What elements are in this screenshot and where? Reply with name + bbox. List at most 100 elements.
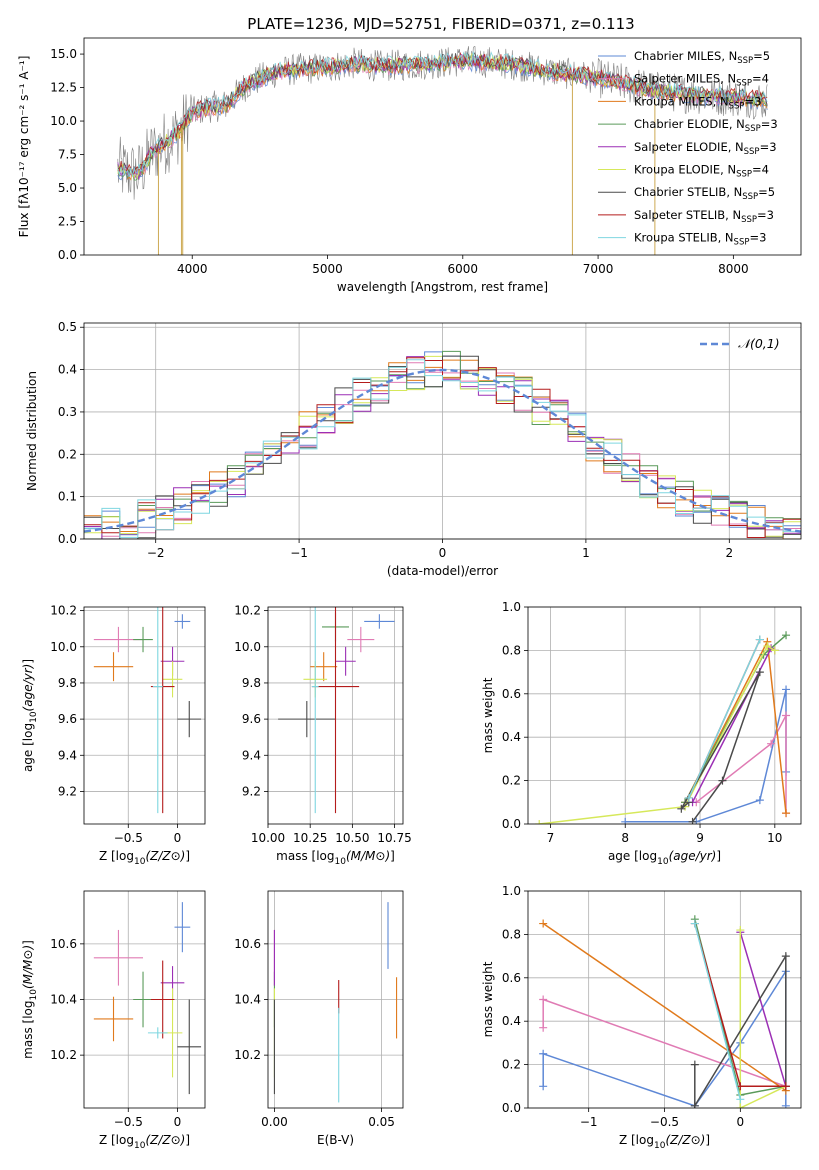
weight-marker-chabrier_stelib	[690, 1060, 699, 1069]
weight-marker-kroupa_stelib	[755, 635, 764, 644]
y-tick-label: 0.0	[502, 817, 521, 831]
weight-line-kroupa_miles	[542, 922, 787, 1092]
axes-frame	[83, 606, 206, 825]
y-tick-label: 7.5	[58, 148, 77, 162]
weight-marker-chabrier_stelib	[677, 804, 686, 813]
axes-frame	[527, 606, 802, 825]
x-axis-label: Z [log10(Z/Z⊙)]	[619, 1133, 710, 1151]
y-tick-label: 9.4	[242, 748, 261, 762]
y-tick-label: 0.8	[502, 643, 521, 657]
figure-title: PLATE=1236, MJD=52751, FIBERID=0371, z=0…	[247, 15, 634, 33]
legend-label-salpeter_miles: Salpeter MILES, NSSP=4	[634, 72, 769, 89]
x-tick-label: −0.5	[114, 831, 143, 845]
x-tick-label: −2	[147, 546, 165, 560]
panel-age_vs_Z: −0.5 0 9.2 9.4 9.6 9.8 10.0 10.2 Z [log10(Z/Z⊙)]…	[21, 604, 206, 867]
y-tick-label: 0.2	[502, 1058, 521, 1072]
y-tick-label: 10.2	[50, 604, 77, 618]
y-tick-label: 12.5	[50, 81, 77, 95]
x-tick-label: 0	[737, 1115, 745, 1129]
y-tick-label: 10.2	[234, 1048, 261, 1062]
weight-marker-chabrier_elodie	[782, 631, 791, 640]
y-tick-label: 10.0	[234, 640, 261, 654]
x-tick-label: −1	[580, 1115, 598, 1129]
weight-marker-kroupa_stelib	[690, 919, 699, 928]
weight-marker-chabrier_miles	[621, 817, 630, 824]
weight-marker-salpeter_miles	[539, 995, 548, 1004]
x-tick-label: −1	[290, 546, 308, 560]
x-axis-label: age [log10(age/yr)]	[608, 849, 721, 867]
x-tick-label: 0	[174, 1115, 182, 1129]
y-tick-label: 10.2	[234, 604, 261, 618]
x-tick-label: 8	[621, 831, 629, 845]
y-tick-label: 5.0	[58, 181, 77, 195]
y-tick-label: 15.0	[50, 47, 77, 61]
legend-label-kroupa_stelib: Kroupa STELIB, NSSP=3	[634, 231, 766, 248]
x-tick-label: 10	[767, 831, 782, 845]
weight-marker-chabrier_stelib	[690, 1101, 699, 1108]
panels: 4000 5000 6000 7000 80000.02.55.07.510.012.5…	[17, 37, 802, 1151]
legend-label-chabrier_stelib: Chabrier STELIB, NSSP=5	[634, 185, 775, 202]
panel-mass_vs_Z: −0.5 0 10.2 10.4 10.6 Z [log10(Z/Z⊙)] mass [lo…	[21, 890, 206, 1151]
x-tick-label: 10.50	[335, 831, 369, 845]
weight-line-salpeter_elodie	[691, 647, 776, 803]
x-tick-label: −0.5	[114, 1115, 143, 1129]
y-axis-label: Normed distribution	[25, 371, 39, 491]
x-tick-label: 4000	[177, 262, 208, 276]
y-tick-label: 0.6	[502, 687, 521, 701]
y-tick-label: 9.8	[58, 676, 77, 690]
y-tick-label: 0.0	[58, 532, 77, 546]
y-axis-label: age [log10(age/yr)]	[21, 659, 39, 772]
x-axis-label: E(B-V)	[317, 1133, 354, 1147]
y-tick-label: 10.4	[234, 993, 261, 1007]
weight-line-chabrier_stelib	[694, 953, 787, 1108]
panel-age_vs_mass: 10.00 10.25 10.50 10.75 9.2 9.4 9.6 9.8 10.0 10.2…	[234, 604, 411, 867]
x-axis-label: wavelength [Angstrom, rest frame]	[337, 280, 548, 294]
weight-marker-chabrier_stelib	[781, 952, 790, 961]
weight-marker-kroupa_elodie	[736, 926, 745, 935]
plot-area-weight_vs_Z	[539, 915, 790, 1108]
x-tick-label: 8000	[718, 262, 749, 276]
plot-area-age_vs_Z	[93, 607, 202, 814]
y-tick-label: 0.2	[502, 774, 521, 788]
plot-area-residuals	[84, 350, 801, 539]
y-tick-label: 0.8	[502, 927, 521, 941]
y-tick-label: 9.4	[58, 748, 77, 762]
legend-label-salpeter_stelib: Salpeter STELIB, NSSP=3	[634, 208, 774, 225]
x-tick-label: 2	[725, 546, 733, 560]
y-tick-label: 10.2	[50, 1048, 77, 1062]
x-axis-label: Z [log10(Z/Z⊙)]	[99, 1133, 190, 1151]
x-tick-label: 10.25	[293, 831, 327, 845]
x-tick-label: 7000	[583, 262, 614, 276]
weight-marker-chabrier_stelib	[718, 776, 727, 785]
axes-frame	[267, 606, 404, 825]
panel-mass_vs_ebv: 0.00 0.05 10.2 10.4 10.6 E(B-V)	[234, 890, 404, 1147]
hist-kroupa_stelib	[84, 359, 801, 538]
weight-marker-kroupa_elodie	[535, 820, 544, 824]
plot-area-mass_vs_ebv	[273, 902, 398, 1103]
weight-marker-kroupa_miles	[539, 919, 548, 928]
weight-line-kroupa_stelib	[694, 923, 742, 1100]
axes-frame	[83, 890, 206, 1109]
x-axis-label: mass [log10(M/M⊙)]	[276, 849, 395, 867]
weight-marker-chabrier_miles	[781, 1101, 790, 1108]
x-tick-label: 0	[439, 546, 447, 560]
panel-spectrum: 4000 5000 6000 7000 8000 0.0 2.5 5.0 7.5 10.0 12.5…	[17, 37, 802, 294]
weight-marker-salpeter_miles	[539, 1023, 548, 1032]
x-tick-label: 7	[547, 831, 555, 845]
weight-marker-chabrier_stelib	[688, 817, 697, 824]
weight-marker-chabrier_miles	[539, 1082, 548, 1091]
weight-marker-kroupa_stelib	[684, 793, 693, 802]
legend-normal-label: 𝒩(0,1)	[738, 336, 780, 351]
axes-frame	[267, 890, 404, 1109]
y-tick-label: 10.0	[50, 640, 77, 654]
y-tick-label: 0.4	[58, 363, 77, 377]
weight-line-kroupa_elodie	[739, 930, 787, 1108]
y-tick-label: 10.0	[50, 114, 77, 128]
legend-label-chabrier_miles: Chabrier MILES, NSSP=5	[634, 49, 770, 66]
x-axis-label: Z [log10(Z/Z⊙)]	[99, 849, 190, 867]
panel-residuals: −2 −1 0 1 2 0.0 0.1 0.2 0.3 0.4 0.5 (data-model)/er…	[25, 320, 802, 578]
legend-label-salpeter_elodie: Salpeter ELODIE, NSSP=3	[634, 140, 777, 157]
x-tick-label: 10.75	[377, 831, 411, 845]
y-tick-label: 9.8	[242, 676, 261, 690]
